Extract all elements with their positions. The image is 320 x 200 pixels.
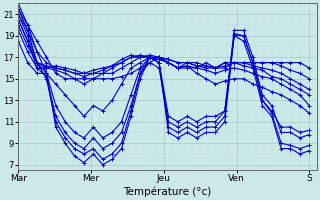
X-axis label: Température (°c): Température (°c): [123, 186, 212, 197]
